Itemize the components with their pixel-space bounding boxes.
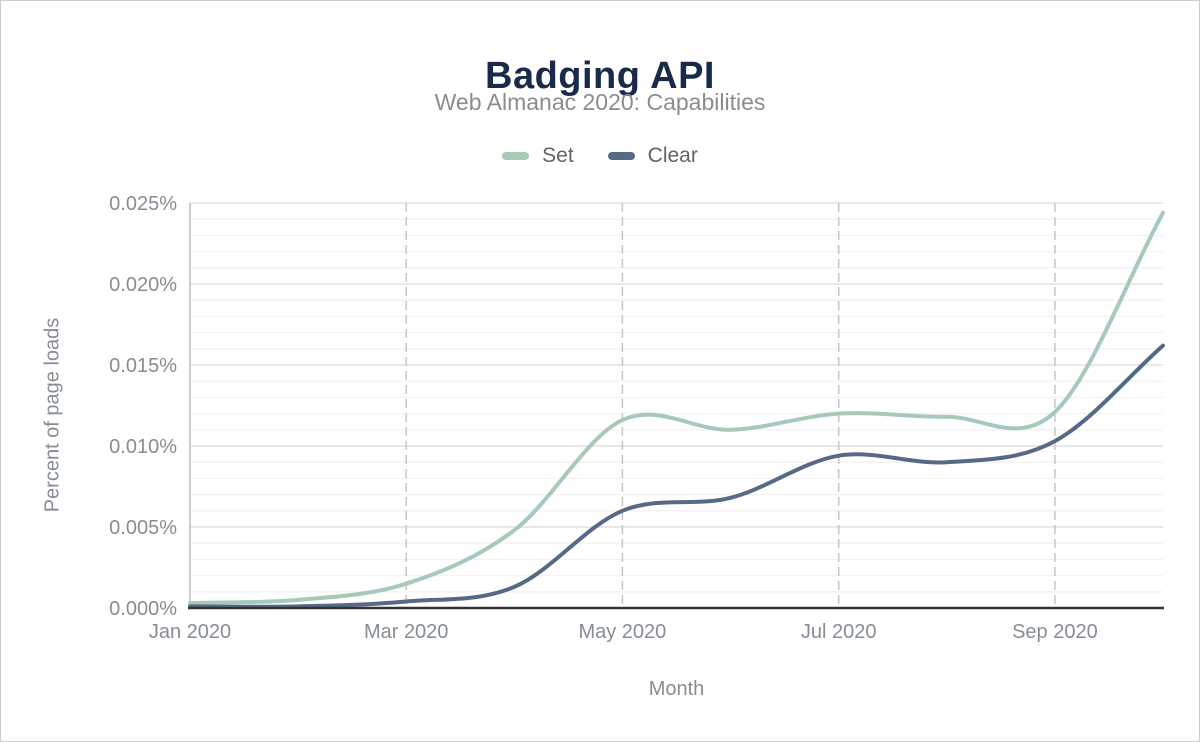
legend-label-clear: Clear — [647, 144, 698, 167]
x-tick-label: Mar 2020 — [364, 621, 449, 643]
series-line-clear — [188, 343, 1165, 609]
x-tick-label: Jul 2020 — [801, 621, 877, 643]
legend-label-set: Set — [542, 144, 574, 167]
y-tick-label: 0.000% — [109, 598, 177, 620]
y-tick-label: 0.015% — [109, 355, 177, 377]
x-tick-label: May 2020 — [578, 621, 666, 643]
series-line-set — [188, 210, 1165, 606]
x-axis-title: Month — [648, 678, 705, 700]
y-tick-label: 0.025% — [109, 193, 177, 215]
y-tick-label: 0.020% — [109, 274, 177, 296]
legend-swatch-set-icon — [502, 152, 530, 160]
page-subtitle: Web Almanac 2020: Capabilities — [434, 89, 766, 115]
legend-item-clear: Clear — [607, 144, 698, 168]
x-tick-label: Jan 2020 — [149, 621, 231, 643]
y-tick-label: 0.005% — [109, 517, 177, 539]
legend-item-set: Set — [502, 144, 574, 168]
y-tick-label: 0.010% — [109, 436, 177, 458]
chart-legend: Set Clear — [0, 143, 1200, 169]
legend-swatch-clear-icon — [607, 152, 635, 160]
x-tick-label: Sep 2020 — [1012, 621, 1098, 643]
y-axis-title: Percent of page loads — [41, 317, 64, 513]
page-title: Badging API — [485, 55, 715, 98]
